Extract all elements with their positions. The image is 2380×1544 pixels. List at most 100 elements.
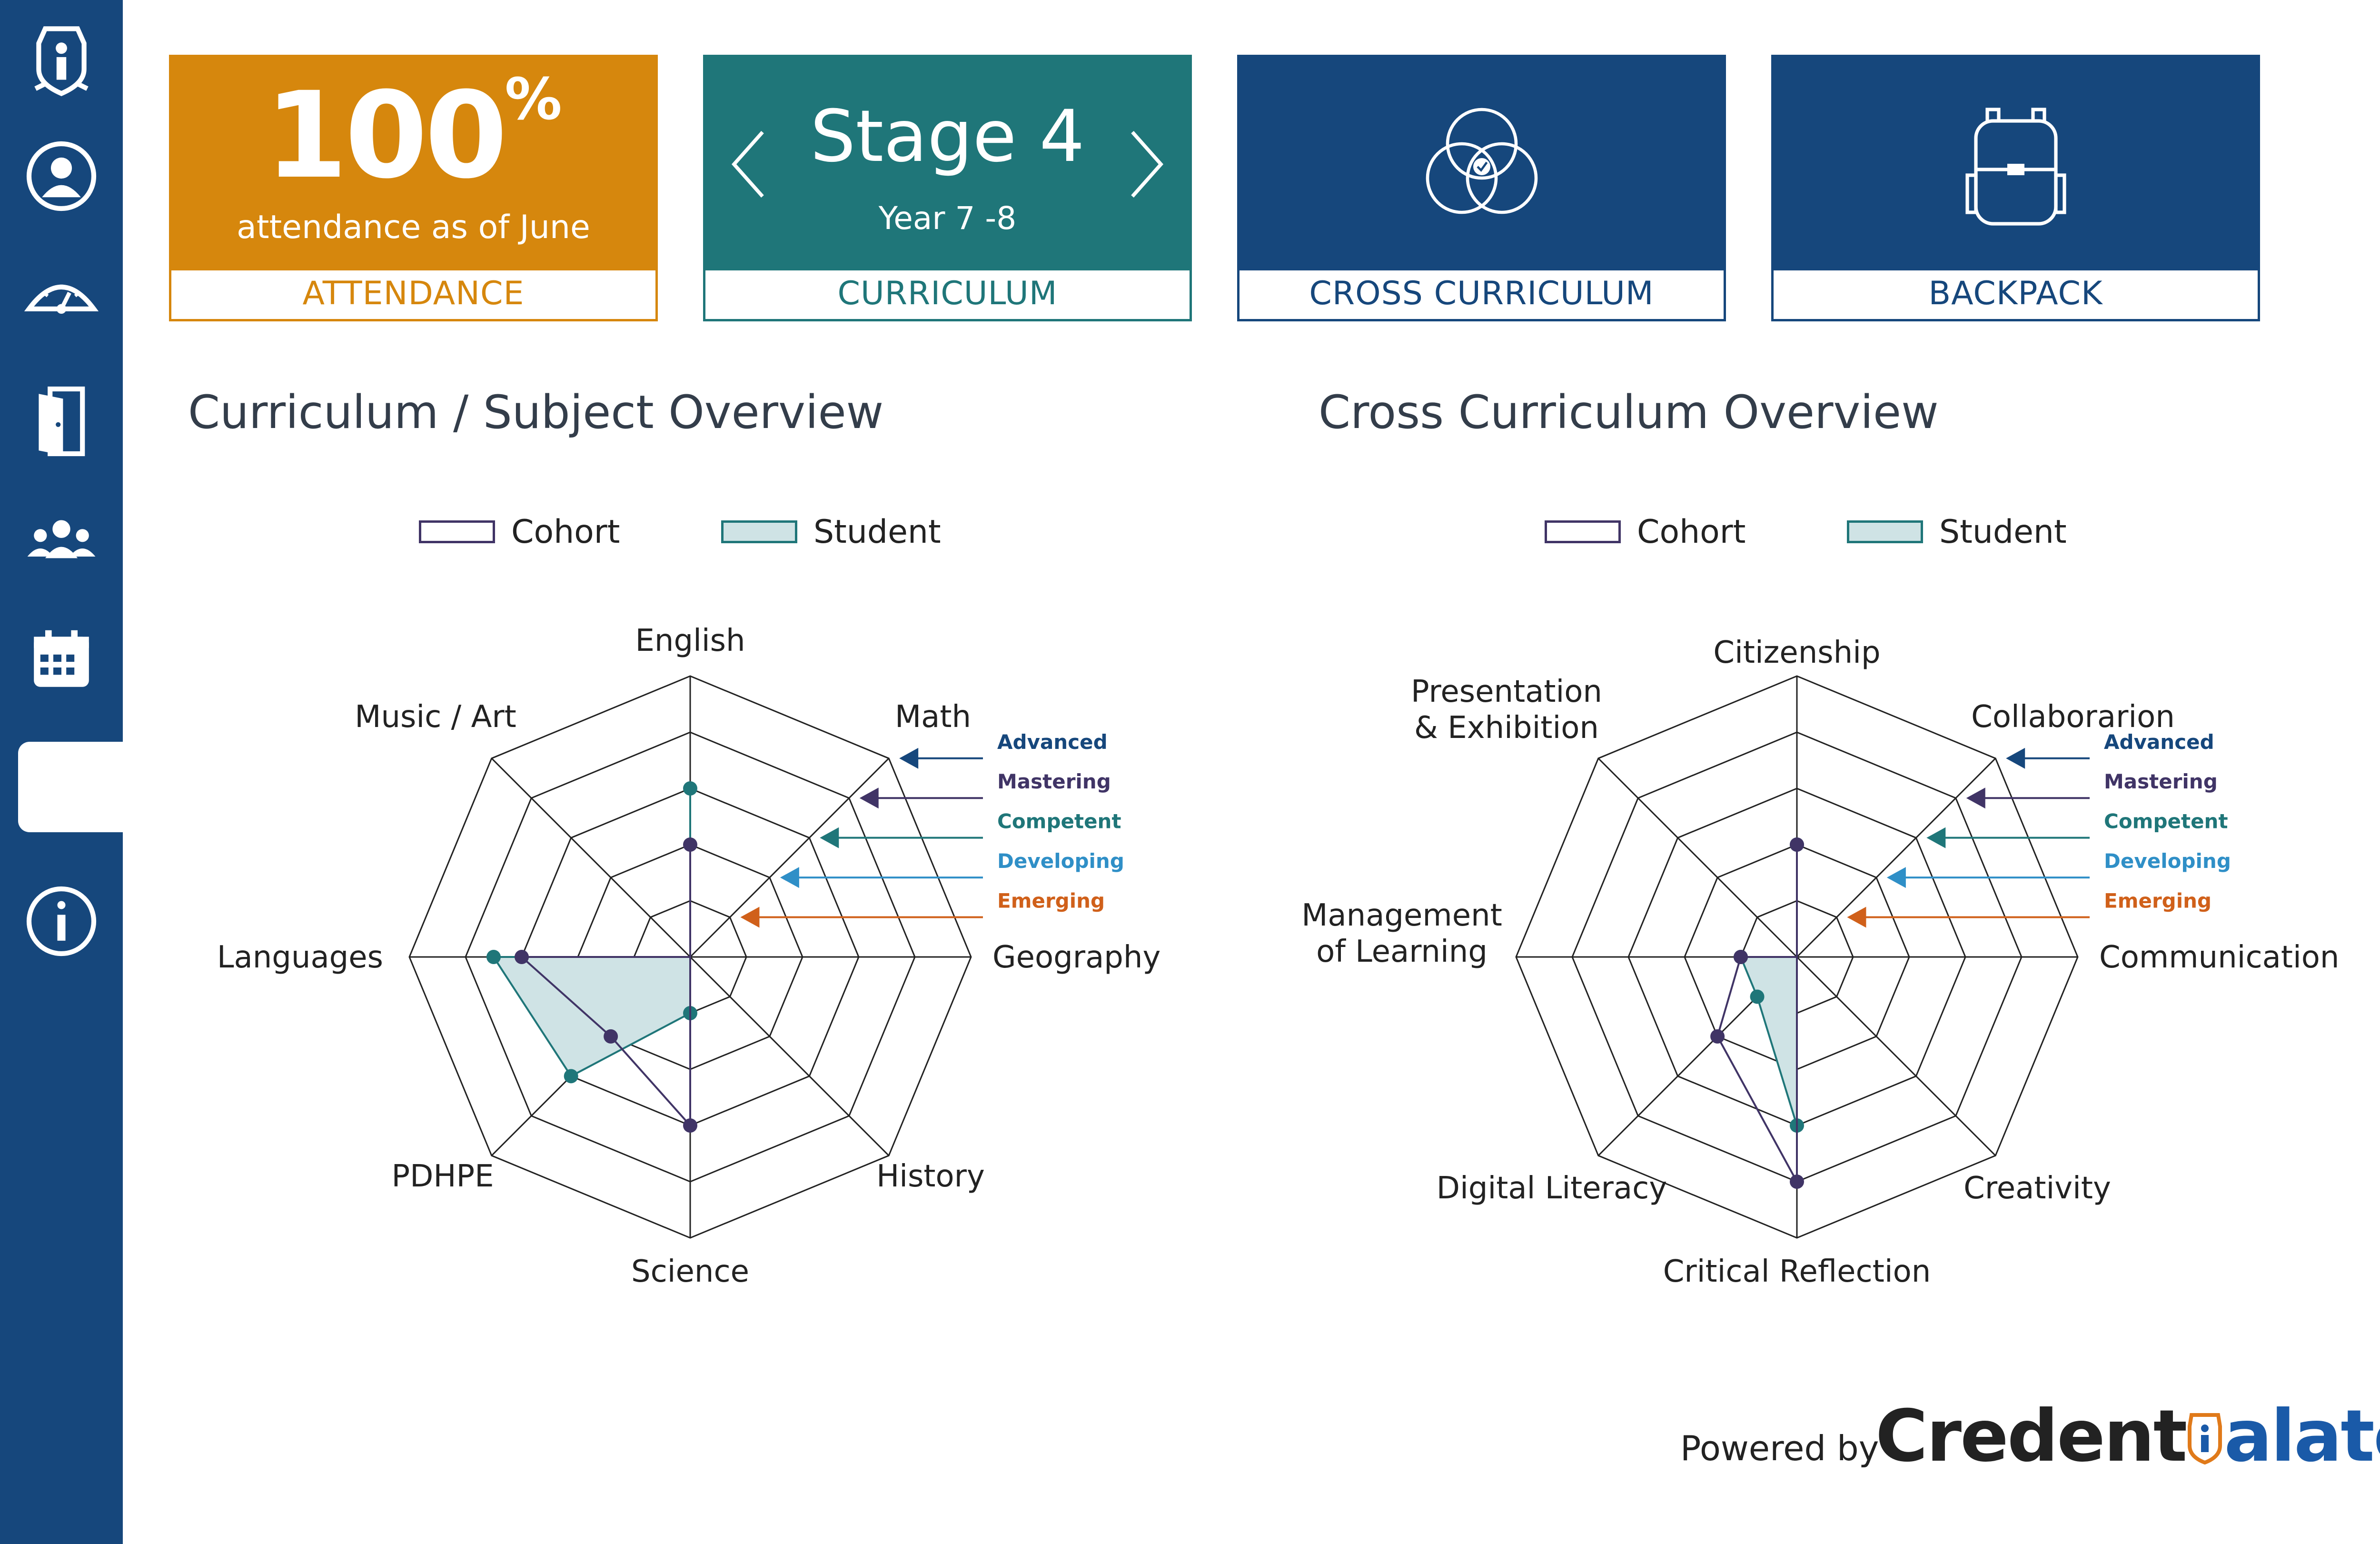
- series-student-shape: [492, 788, 691, 1077]
- attendance-label: ATTENDANCE: [302, 275, 525, 312]
- dashboard-gauge-icon[interactable]: [0, 257, 123, 338]
- level-label-competent: Competent: [997, 810, 1121, 833]
- calendar-icon[interactable]: [0, 619, 123, 700]
- legend-student: Student: [721, 513, 941, 551]
- legend-student-cross: Student: [1847, 513, 2067, 551]
- venn-diagram-icon: [1426, 108, 1537, 214]
- axis-label-line: Languages: [217, 940, 383, 975]
- attendance-card[interactable]: 100% attendance as of June ATTENDANCE: [169, 55, 658, 321]
- axis-label-line: Creativity: [1964, 1171, 2111, 1206]
- axis-label: History: [876, 1159, 985, 1194]
- level-indicator-arrowhead: [2006, 747, 2025, 769]
- axis-label-line: Digital Literacy: [1437, 1171, 1667, 1206]
- axis-label-line: Communication: [2099, 940, 2339, 975]
- subject-overview-title: Curriculum / Subject Overview: [188, 386, 884, 439]
- level-indicator-arrowhead: [820, 827, 839, 848]
- logo-text-part1: Credent: [1875, 1395, 2187, 1478]
- legend-cohort-cross: Cohort: [1545, 513, 1746, 551]
- legend-student-swatch: [1847, 520, 1923, 543]
- axis-label-line: Science: [631, 1254, 749, 1289]
- next-stage-chevron-icon[interactable]: [1125, 129, 1168, 200]
- stage-subtitle: Year 7 -8: [878, 200, 1017, 237]
- stage-title: Stage 4: [810, 95, 1085, 178]
- axis-spoke: [689, 757, 890, 958]
- axis-label: Presentation & Exhibition: [1411, 674, 1602, 746]
- level-indicator-arrowhead: [1926, 827, 1946, 848]
- legend-cohort-label: Cohort: [1637, 513, 1746, 551]
- level-label-developing: Developing: [997, 849, 1124, 873]
- level-indicator-arrowhead: [1847, 906, 1866, 928]
- level-indicator-arrowhead: [899, 747, 919, 769]
- cross-curriculum-card[interactable]: CROSS CURRICULUM: [1237, 55, 1726, 321]
- axis-spoke: [1796, 956, 1996, 1156]
- active-blank-item[interactable]: [18, 742, 123, 832]
- axis-label-line: & Exhibition: [1414, 710, 1599, 746]
- level-label-advanced: Advanced: [2104, 730, 2214, 754]
- level-indicator-arrowhead: [740, 906, 760, 928]
- info-icon[interactable]: [0, 881, 123, 962]
- radar-chart-2: Citizenship Collaborarion Communication Cre…: [1301, 635, 2339, 1289]
- axis-spoke: [1796, 757, 1996, 958]
- axis-label-line: Presentation: [1411, 674, 1602, 709]
- school-crest-icon[interactable]: [0, 19, 123, 100]
- series-student-point: [1750, 989, 1765, 1004]
- series-student-shape: [1739, 845, 1798, 1126]
- axis-label: Math: [895, 699, 971, 735]
- axis-label: Creativity: [1964, 1171, 2111, 1206]
- level-indicator-arrowhead: [1886, 867, 1906, 888]
- backpack-card[interactable]: BACKPACK: [1771, 55, 2260, 321]
- series-student-point: [564, 1069, 578, 1084]
- level-indicator-arrowhead: [780, 867, 799, 888]
- series-cohort-point: [1734, 950, 1748, 964]
- backpack-card-top: [1774, 57, 2258, 270]
- axis-label-line: English: [635, 623, 745, 658]
- level-indicator-arrowhead: [859, 787, 879, 809]
- series-student-point: [486, 950, 501, 964]
- axis-label-line: Collaborarion: [1971, 699, 2175, 735]
- previous-stage-chevron-icon[interactable]: [727, 129, 770, 200]
- axis-label-line: Math: [895, 699, 971, 735]
- credentialate-logo[interactable]: Credent alate: [1875, 1395, 2380, 1478]
- attendance-percentage: 100%: [265, 66, 562, 205]
- axis-label: Critical Reflection: [1663, 1254, 1931, 1289]
- axis-label: PDHPE: [391, 1159, 494, 1194]
- axis-spoke: [689, 956, 890, 1156]
- axis-label: Geography: [992, 940, 1160, 975]
- series-cohort-point: [1790, 1175, 1804, 1189]
- axis-label: Management of Learning: [1301, 898, 1502, 969]
- series-cohort-point: [683, 837, 697, 852]
- legend-cohort: Cohort: [419, 513, 620, 551]
- axis-label-line: Geography: [992, 940, 1160, 975]
- axis-label-line: Management: [1301, 898, 1502, 933]
- group-icon[interactable]: [0, 500, 123, 581]
- axis-label-line: PDHPE: [391, 1159, 494, 1194]
- level-label-developing: Developing: [2104, 849, 2231, 873]
- series-cohort-point: [604, 1029, 618, 1044]
- sidebar: [0, 0, 123, 1544]
- cross-card-top: [1240, 57, 1724, 270]
- series-cohort-point: [1710, 1029, 1725, 1044]
- level-label-mastering: Mastering: [997, 770, 1111, 793]
- series-cohort-point: [515, 950, 529, 964]
- legend-cohort-swatch: [1545, 520, 1621, 543]
- level-label-mastering: Mastering: [2104, 770, 2218, 793]
- series-student-point: [683, 781, 697, 796]
- level-label-advanced: Advanced: [997, 730, 1108, 754]
- axis-label: English: [635, 623, 745, 658]
- series-cohort-point: [1790, 837, 1804, 852]
- axis-label-line: Critical Reflection: [1663, 1254, 1931, 1289]
- curriculum-card[interactable]: Stage 4 Year 7 -8 CURRICULUM: [703, 55, 1192, 321]
- axis-spoke: [1597, 757, 1798, 958]
- profile-icon[interactable]: [0, 136, 123, 217]
- legend-cohort-label: Cohort: [511, 513, 620, 551]
- axis-spoke: [491, 757, 691, 958]
- axis-label-line: of Learning: [1316, 934, 1488, 969]
- level-label-competent: Competent: [2104, 810, 2228, 833]
- axis-label-line: Music / Art: [355, 699, 516, 735]
- axis-label: Languages: [217, 940, 383, 975]
- door-icon[interactable]: [0, 381, 123, 462]
- series-cohort-point: [683, 1118, 697, 1133]
- axis-label: Communication: [2099, 940, 2339, 975]
- legend-student-label: Student: [1939, 513, 2067, 551]
